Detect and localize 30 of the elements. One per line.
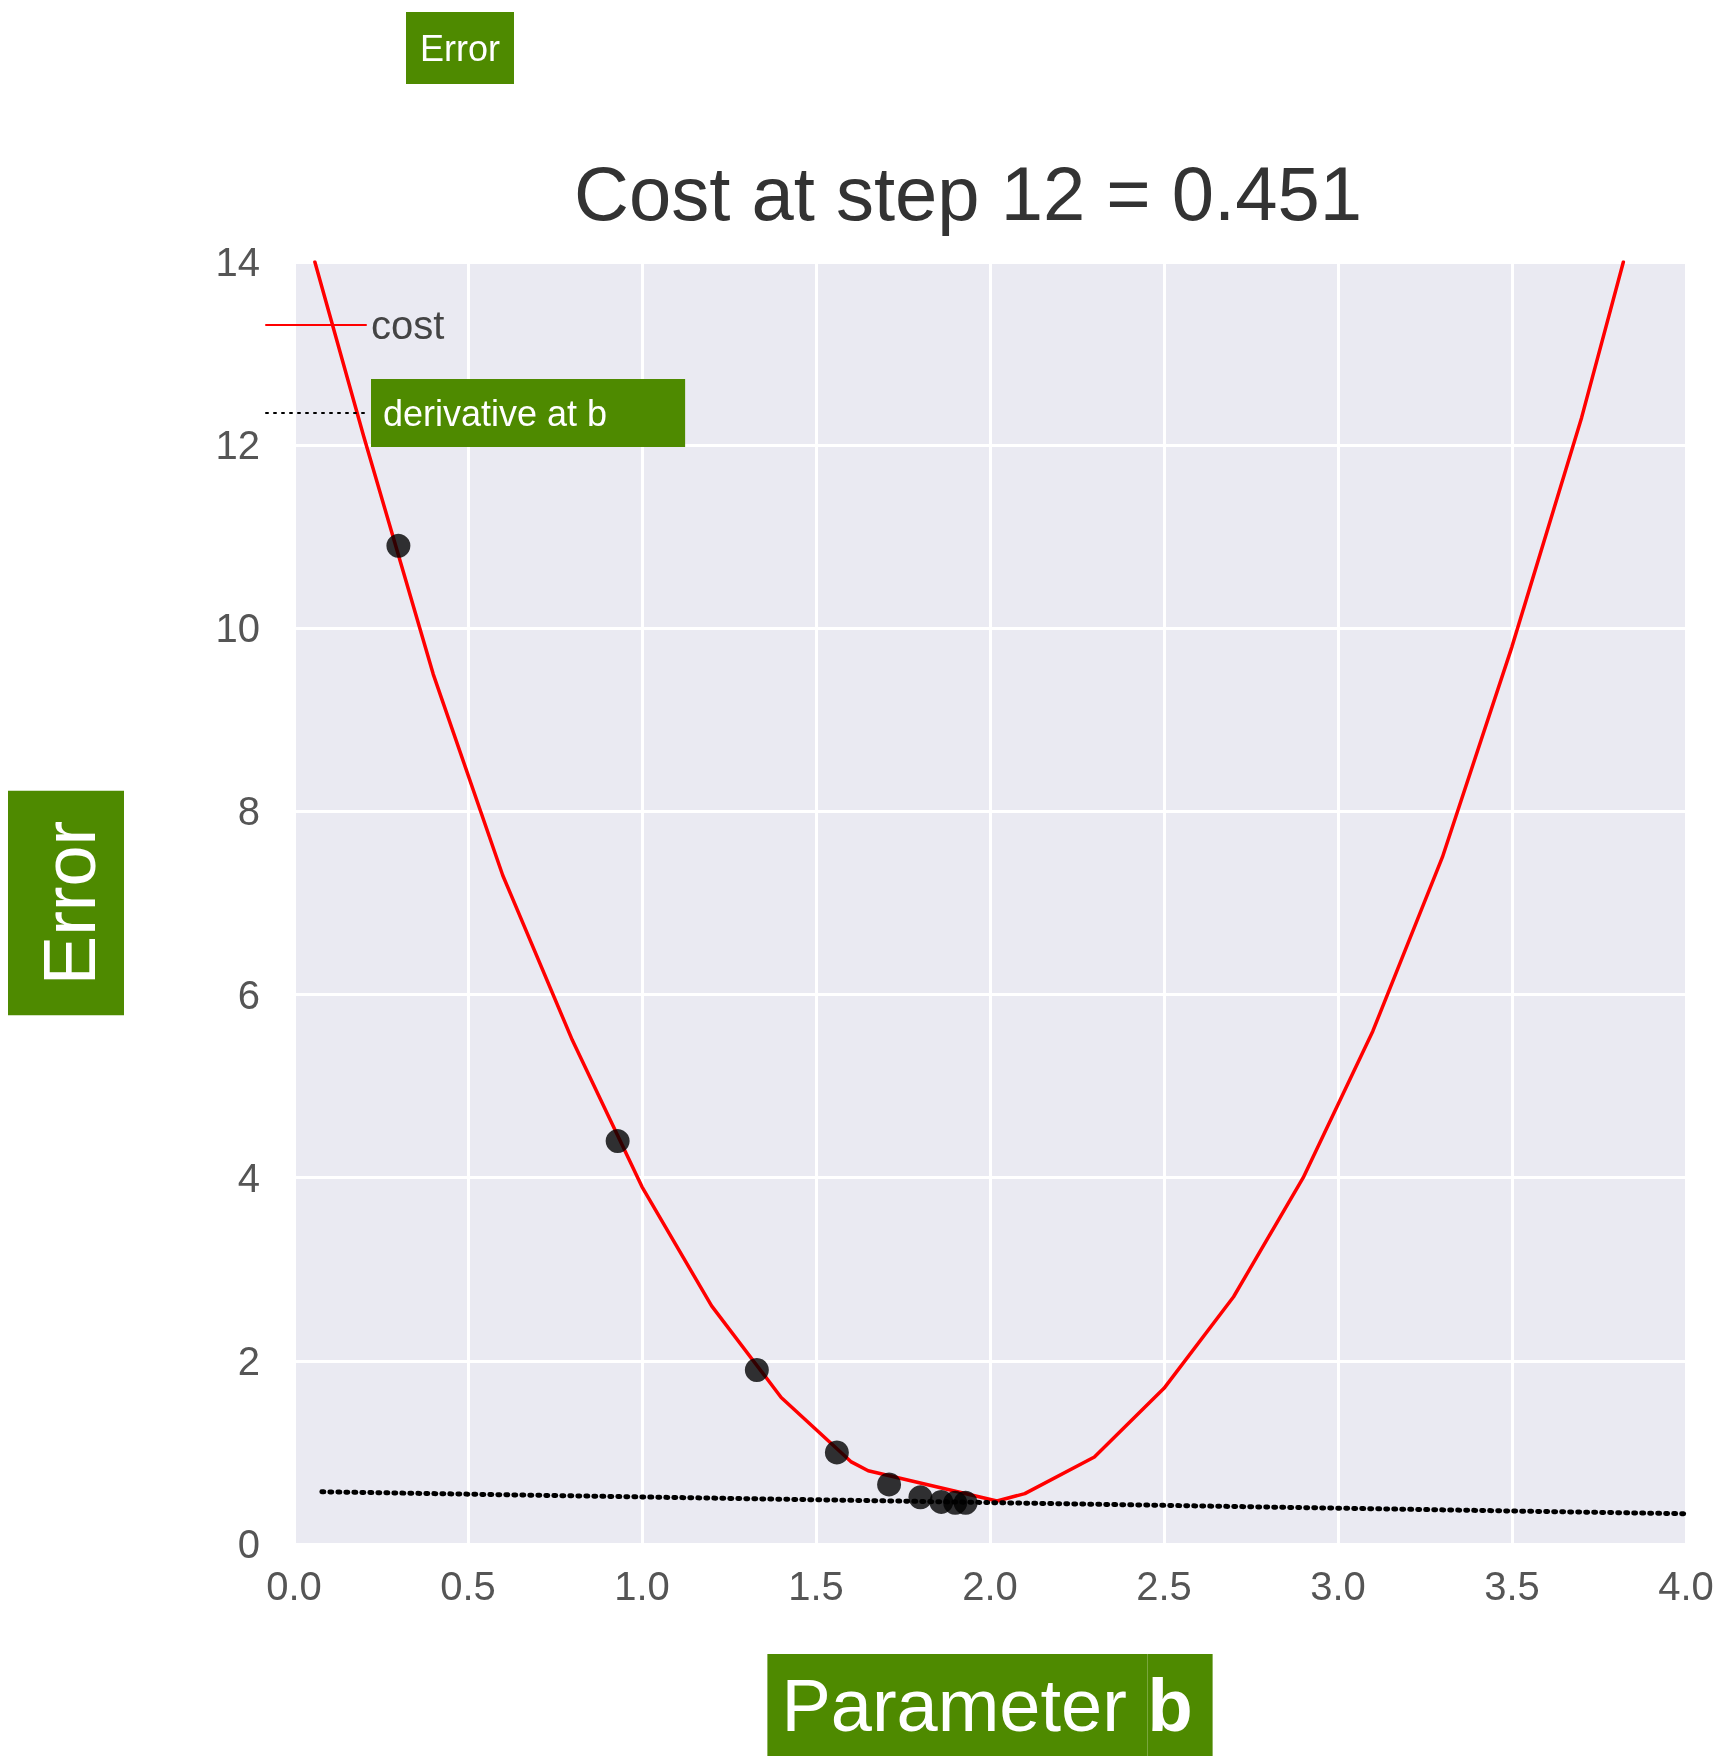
legend-label: cost [371, 303, 445, 347]
legend-label: derivative at b [383, 392, 608, 434]
point [744, 1358, 769, 1383]
x-tick-label: 3.5 [1484, 1564, 1540, 1608]
y-tick-label: 0 [237, 1522, 260, 1566]
chart-title: Cost at step 12 = 0.451 [574, 150, 1362, 236]
y-tick-label: 2 [237, 1338, 260, 1383]
y-axis-title: Error [27, 820, 111, 986]
x-tick-label: 4.0 [1658, 1564, 1714, 1608]
x-tick-label: 0.0 [266, 1564, 322, 1608]
point [908, 1485, 933, 1510]
point [386, 533, 411, 558]
point [953, 1490, 978, 1515]
y-tick-label: 10 [215, 606, 260, 651]
x-tick-label: 2.0 [962, 1564, 1018, 1608]
point [877, 1472, 902, 1497]
y-tick-label: 14 [215, 240, 260, 284]
point [605, 1129, 630, 1154]
y-tick-label: 6 [237, 972, 260, 1017]
y-tick-label: 4 [237, 1155, 260, 1200]
x-axis-title: Parameter b [781, 1663, 1193, 1747]
text: Error [420, 27, 501, 69]
y-tick-label: 8 [237, 789, 260, 834]
point [824, 1440, 849, 1465]
x-tick-label: 0.5 [440, 1564, 496, 1608]
x-tick-label: 3.0 [1310, 1564, 1366, 1608]
x-tick-label: 1.5 [788, 1564, 844, 1608]
y-tick-label: 12 [215, 423, 260, 468]
x-tick-label: 1.0 [614, 1564, 670, 1608]
x-tick-label: 2.5 [1136, 1564, 1192, 1608]
